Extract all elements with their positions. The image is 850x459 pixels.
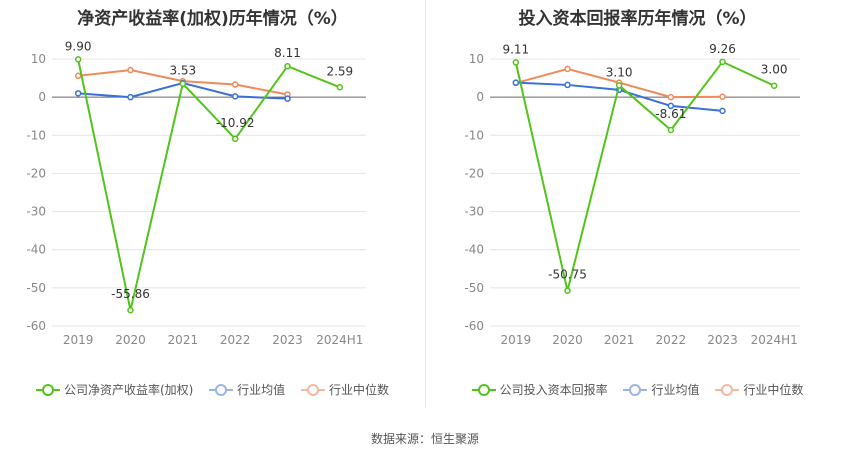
legend-label: 行业中位数: [743, 383, 804, 397]
x-tick-label: 2021: [604, 333, 635, 347]
roe-chart-panel: 净资产收益率(加权)历年情况（%） 10 0 -10 -20 -30 -40 -50 -60 2…: [0, 0, 425, 410]
data-point: [667, 126, 675, 134]
data-label: -8.61: [655, 107, 686, 121]
data-point: [127, 306, 134, 314]
data-point: [74, 72, 82, 80]
legend-swatch-icon: [471, 383, 496, 396]
data-label: 8.11: [274, 46, 301, 60]
data-point: [719, 93, 726, 101]
x-tick-label: 2022: [656, 333, 687, 347]
y-tick-label: -30: [464, 205, 484, 219]
y-tick-label: 0: [476, 90, 484, 104]
data-point: [284, 62, 291, 70]
data-point: [770, 82, 778, 89]
data-label: 3.00: [761, 63, 788, 77]
data-point: [74, 90, 82, 97]
y-tick-label: -60: [464, 319, 484, 333]
legend-label: 公司净资产收益率(加权): [63, 383, 194, 397]
data-point: [564, 65, 571, 73]
y-tick-label: -20: [26, 166, 46, 180]
data-label: -10.92: [216, 116, 255, 130]
legend-swatch-icon: [35, 383, 60, 396]
data-point: [719, 107, 726, 115]
legend-swatch-icon: [301, 383, 326, 396]
data-point: [179, 80, 187, 87]
data-point: [127, 66, 134, 74]
data-label: 3.53: [169, 64, 196, 78]
x-tick-label: 2021: [168, 333, 199, 347]
legend-label: 行业中位数: [329, 383, 390, 397]
roic-line-chart: 10 0 -10 -20 -30 -40 -50 -60 2019 2020 2021 2022 202…: [464, 42, 800, 347]
legend-item-industry-median[interactable]: 行业中位数: [715, 381, 803, 398]
data-point: [231, 81, 239, 88]
y-tick-label: -20: [464, 166, 484, 180]
data-point: [667, 93, 675, 101]
x-tick-label: 2023: [707, 333, 738, 347]
data-point: [231, 93, 239, 100]
legend-item-industry-mean[interactable]: 行业均值: [623, 381, 700, 398]
y-tick-label: -50: [464, 281, 484, 295]
y-tick-label: 0: [38, 90, 46, 104]
chart-title: 投入资本回报率历年情况（%）: [518, 9, 757, 29]
data-point: [74, 56, 82, 63]
x-tick-label: 2020: [552, 333, 583, 347]
data-label: -50.75: [548, 268, 587, 282]
legend-label: 行业均值: [237, 383, 286, 397]
panel-divider: [425, 0, 426, 408]
y-tick-label: -40: [26, 243, 46, 257]
x-tick-label: 2024H1: [751, 333, 798, 347]
data-point: [564, 287, 571, 294]
data-label: 9.26: [709, 42, 736, 56]
x-tick-label: 2022: [220, 333, 251, 347]
series-line: [77, 59, 341, 311]
data-point: [667, 102, 675, 110]
data-point: [231, 135, 239, 143]
x-tick-label: 2020: [115, 333, 146, 347]
series-line: [514, 60, 775, 291]
y-tick-label: -10: [26, 128, 46, 142]
legend-label: 公司投入资本回报率: [499, 383, 608, 397]
x-tick-label: 2019: [63, 333, 94, 347]
y-tick-label: -60: [26, 319, 46, 333]
data-point: [615, 82, 623, 89]
legend-swatch-icon: [623, 383, 648, 396]
x-tick-label: 2023: [272, 333, 303, 347]
data-point: [719, 58, 726, 66]
data-point: [127, 93, 134, 101]
legend-item-company[interactable]: 公司净资产收益率(加权): [35, 381, 194, 398]
data-label: 2.59: [326, 64, 353, 78]
roic-chart-panel: 投入资本回报率历年情况（%） 10 0 -10 -20 -30 -40 -50 -60 2019…: [425, 0, 850, 410]
y-tick-label: -50: [26, 281, 46, 295]
chart-legend: 公司投入资本回报率 行业均值 行业中位数: [425, 381, 850, 399]
legend-item-industry-median[interactable]: 行业中位数: [301, 381, 389, 398]
data-point: [564, 81, 571, 89]
data-label: 9.11: [502, 42, 529, 56]
legend-item-company[interactable]: 公司投入资本回报率: [471, 381, 608, 398]
y-tick-label: -10: [464, 128, 484, 142]
legend-label: 行业均值: [651, 383, 700, 397]
chart-title: 净资产收益率(加权)历年情况（%）: [77, 9, 348, 29]
roe-line-chart: 10 0 -10 -20 -30 -40 -50 -60 2019 2020 2021 2022 202…: [26, 39, 366, 347]
data-point: [512, 59, 520, 66]
data-point: [336, 84, 344, 91]
x-tick-label: 2019: [501, 333, 532, 347]
data-source-note: 数据来源：恒生聚源: [370, 432, 479, 446]
data-label: 3.10: [606, 65, 633, 79]
legend-item-industry-mean[interactable]: 行业均值: [209, 381, 285, 398]
legend-swatch-icon: [209, 383, 234, 396]
y-tick-label: -40: [464, 243, 484, 257]
x-tick-label: 2024H1: [316, 333, 363, 347]
data-label: -55.86: [111, 287, 150, 301]
data-point: [512, 79, 520, 86]
legend-swatch-icon: [715, 383, 740, 396]
data-point: [284, 95, 291, 102]
y-tick-label: 10: [31, 52, 46, 66]
y-tick-label: -30: [26, 205, 46, 219]
y-tick-label: 10: [469, 52, 484, 66]
data-label: 9.90: [65, 39, 92, 53]
chart-legend: 公司净资产收益率(加权) 行业均值 行业中位数: [0, 381, 425, 399]
